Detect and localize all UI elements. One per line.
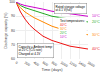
svg-text:Rated storage voltageat 4.1 V(: Rated storage voltageat 4.1 V(full) — [56, 5, 86, 13]
svg-text:80: 80 — [11, 29, 15, 33]
svg-text:600: 600 — [42, 61, 49, 67]
svg-text:0: 0 — [15, 61, 19, 65]
svg-text:Time (days): Time (days) — [42, 67, 64, 72]
svg-text:1000: 1000 — [60, 61, 69, 68]
svg-text:Capacity = Ambient temp:at 25°: Capacity = Ambient temp:at 25°C (C/5 rat… — [19, 45, 53, 57]
svg-text:200: 200 — [24, 61, 31, 67]
svg-text:1600: 1600 — [87, 61, 96, 68]
svg-text:800: 800 — [51, 61, 58, 67]
svg-text:10°C: 10°C — [92, 14, 100, 18]
svg-text:100: 100 — [9, 0, 15, 4]
svg-text:90: 90 — [11, 14, 15, 18]
svg-text:400: 400 — [33, 61, 40, 67]
svg-text:40°C: 40°C — [92, 47, 100, 51]
svg-text:60: 60 — [11, 57, 15, 61]
svg-text:Discharge capacity (%): Discharge capacity (%) — [4, 13, 8, 49]
svg-text:20°C: 20°C — [92, 20, 100, 24]
svg-text:Test temperatures:40°C30°C20°C: Test temperatures:40°C30°C20°C10°C — [60, 19, 85, 39]
svg-text:1400: 1400 — [78, 61, 87, 68]
svg-text:30°C: 30°C — [92, 33, 100, 37]
svg-text:70: 70 — [11, 43, 15, 47]
svg-text:1200: 1200 — [69, 61, 78, 68]
